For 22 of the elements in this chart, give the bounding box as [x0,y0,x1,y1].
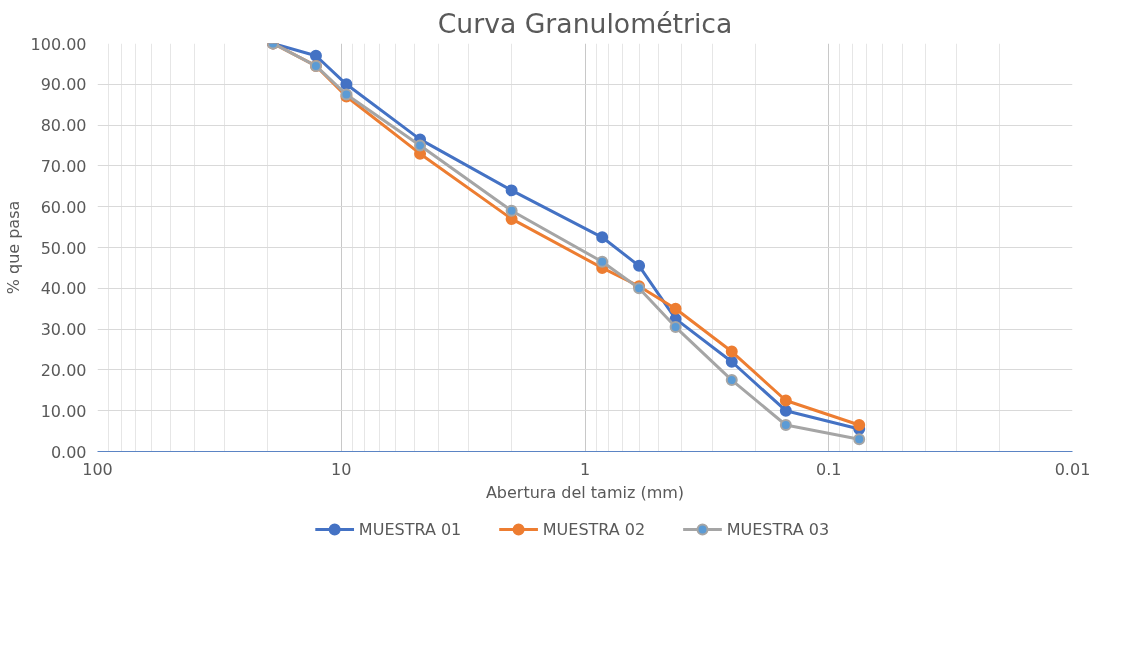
y-tick-label: 90.00 [40,75,87,95]
y-tick-label: 40.00 [40,279,87,299]
x-axis-title: Abertura del tamiz (mm) [485,482,685,502]
x-tick-label: 100 [82,459,113,479]
y-tick-label: 70.00 [40,156,87,176]
x-tick-label: 10 [331,459,352,479]
legend-label: MUESTRA 01 [358,520,462,539]
y-tick-label: 10.00 [40,401,87,421]
y-tick-label: 30.00 [40,320,87,340]
y-tick-label: 0.00 [50,442,87,462]
legend-label: MUESTRA 02 [542,520,646,539]
y-tick-label: 50.00 [40,238,87,258]
y-tick-label: 100.00 [30,34,87,54]
y-tick-label: 20.00 [40,360,87,380]
y-axis-title: % que pasa [3,200,23,295]
chart-title: Curva Granulométrica [437,7,733,39]
legend-label: MUESTRA 03 [726,520,830,539]
y-tick-label: 60.00 [40,197,87,217]
x-tick-label: 1 [579,459,591,479]
x-tick-label: 0.1 [816,459,842,479]
x-tick-label: 0.01 [1054,459,1091,479]
y-tick-label: 80.00 [40,116,87,136]
